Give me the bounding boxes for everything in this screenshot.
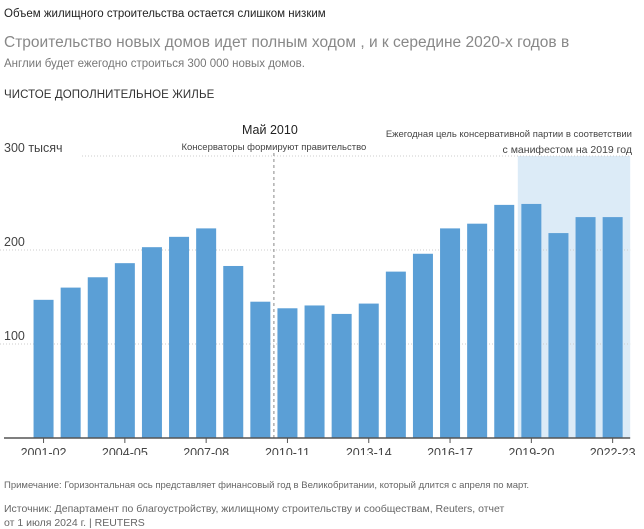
bar-2005-06 <box>141 247 162 438</box>
may-2010-text: Консерваторы формируют правительство <box>181 142 366 153</box>
housing-bar-chart: 2001-02 2004-05 2007-08 2010-11 2013-14 2016-… <box>0 123 636 455</box>
bar-2001-02 <box>33 299 54 438</box>
x-tick-label: 2007-08 <box>183 446 229 455</box>
bar-2020-21 <box>548 233 569 438</box>
bar-2021-22 <box>575 217 596 438</box>
bar-2018-19 <box>494 204 515 438</box>
x-tick-label: 2019-20 <box>508 446 554 455</box>
may-2010-title: Май 2010 <box>242 123 298 137</box>
target-annotation-line-1: Ежегодная цель консервативной партии в с… <box>386 129 632 140</box>
source-line-1: Источник: Департамент по благоустройству… <box>4 503 505 515</box>
bar-2019-20 <box>521 203 542 438</box>
x-tick-label: 2010-11 <box>265 446 310 455</box>
bar-2011-12 <box>304 305 325 438</box>
bar-2006-07 <box>169 236 190 438</box>
bar-2009-10 <box>250 301 271 438</box>
target-annotation-line-2: с манифестом на 2019 год <box>503 144 632 156</box>
x-tick-label: 2004-05 <box>102 446 148 455</box>
bar-2015-16 <box>412 253 433 438</box>
bar-2022-23 <box>602 217 623 438</box>
bar-2002-03 <box>60 287 81 438</box>
y-tick-label: 200 <box>4 235 25 249</box>
subtitle-line-2: Англии будет ежегодно строиться 300 000 … <box>4 58 305 70</box>
source-line-2: от 1 июля 2024 г. | REUTERS <box>4 517 145 529</box>
x-ticks-layer: 2001-02 2004-05 2007-08 2010-11 2013-14 2016-… <box>21 438 636 455</box>
bar-2004-05 <box>114 263 135 438</box>
bar-2017-18 <box>467 223 488 438</box>
x-tick-label: 2001-02 <box>21 446 67 455</box>
headline: Объем жилищного строительства остается с… <box>4 8 326 20</box>
y-tick-label: 100 <box>4 329 25 343</box>
bar-2012-13 <box>331 313 352 438</box>
bar-2014-15 <box>385 271 406 438</box>
y-labels-layer: 100 200 300 тысяч <box>4 141 63 343</box>
bar-2003-04 <box>87 277 108 438</box>
x-tick-label: 2013-14 <box>346 446 392 455</box>
subtitle: Строительство новых домов идет полным хо… <box>4 34 570 51</box>
bar-2013-14 <box>358 303 379 438</box>
bar-2007-08 <box>196 228 217 438</box>
bars-layer <box>33 203 623 438</box>
bar-2016-17 <box>440 228 461 438</box>
chart-note: Примечание: Горизонтальная ось представл… <box>4 480 530 491</box>
bar-2010-11 <box>277 308 298 438</box>
x-tick-label: 2016-17 <box>427 446 473 455</box>
chart-section-label: ЧИСТОЕ ДОПОЛНИТЕЛЬНОЕ ЖИЛЬЕ <box>4 89 215 101</box>
bar-2008-09 <box>223 265 244 438</box>
y-tick-label: 300 тысяч <box>4 141 63 155</box>
x-tick-label: 2022-23 <box>590 446 636 455</box>
